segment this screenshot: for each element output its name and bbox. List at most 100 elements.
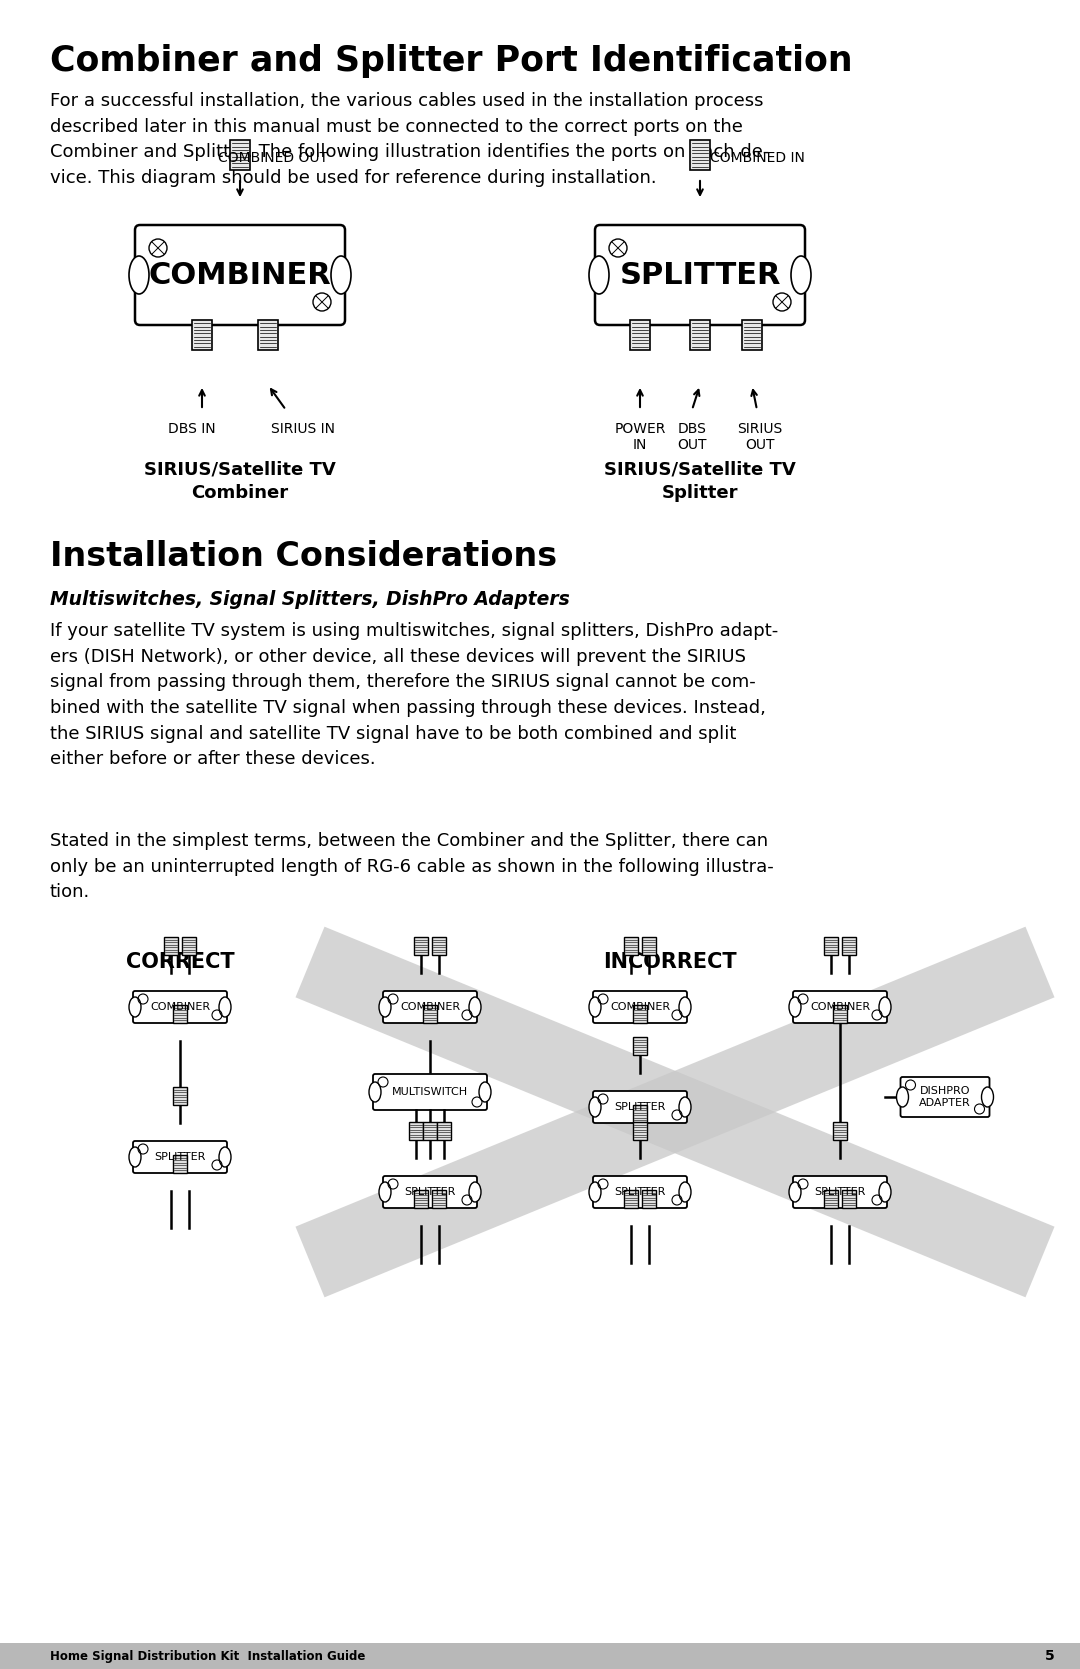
Ellipse shape [379, 1182, 391, 1202]
Text: If your satellite TV system is using multiswitches, signal splitters, DishPro ad: If your satellite TV system is using mul… [50, 623, 779, 768]
Bar [192, 320, 212, 350]
FancyBboxPatch shape [593, 1092, 687, 1123]
Bar [690, 320, 710, 350]
FancyBboxPatch shape [595, 225, 805, 325]
Bar [633, 1105, 647, 1123]
Bar [824, 936, 838, 955]
Ellipse shape [679, 1097, 691, 1117]
Text: Stated in the simplest terms, between the Combiner and the Splitter, there can
o: Stated in the simplest terms, between th… [50, 833, 773, 901]
Ellipse shape [129, 996, 141, 1016]
Text: CORRECT: CORRECT [125, 951, 234, 971]
Ellipse shape [369, 1082, 381, 1102]
Bar [842, 936, 856, 955]
Text: 5: 5 [1045, 1649, 1055, 1662]
Bar [742, 320, 762, 350]
Bar [824, 1190, 838, 1208]
Text: COMBINER: COMBINER [810, 1001, 870, 1011]
Ellipse shape [219, 996, 231, 1016]
Bar [230, 140, 249, 170]
Ellipse shape [896, 1087, 908, 1107]
Ellipse shape [789, 1182, 801, 1202]
Ellipse shape [589, 1097, 600, 1117]
FancyBboxPatch shape [793, 991, 887, 1023]
Text: SIRIUS IN: SIRIUS IN [271, 422, 335, 436]
Text: SPLITTER: SPLITTER [154, 1152, 205, 1162]
Bar [173, 1155, 187, 1173]
Ellipse shape [789, 996, 801, 1016]
Text: COMBINER: COMBINER [149, 260, 332, 289]
Ellipse shape [791, 255, 811, 294]
FancyBboxPatch shape [373, 1073, 487, 1110]
Text: SPLITTER: SPLITTER [404, 1187, 456, 1197]
Ellipse shape [480, 1082, 491, 1102]
Bar [642, 1190, 656, 1208]
Text: COMBINER: COMBINER [400, 1001, 460, 1011]
FancyBboxPatch shape [593, 991, 687, 1023]
Ellipse shape [879, 996, 891, 1016]
Bar [633, 1005, 647, 1023]
FancyBboxPatch shape [383, 1177, 477, 1208]
Ellipse shape [469, 996, 481, 1016]
Bar [414, 936, 428, 955]
Bar [633, 1122, 647, 1140]
FancyBboxPatch shape [135, 225, 345, 325]
Ellipse shape [679, 996, 691, 1016]
Text: DBS
OUT: DBS OUT [677, 422, 706, 452]
Text: SIRIUS/Satellite TV
Splitter: SIRIUS/Satellite TV Splitter [604, 461, 796, 502]
Text: Installation Considerations: Installation Considerations [50, 541, 557, 572]
Ellipse shape [129, 255, 149, 294]
Text: Combiner and Splitter Port Identification: Combiner and Splitter Port Identificatio… [50, 43, 852, 78]
Text: COMBINER: COMBINER [150, 1001, 211, 1011]
Text: SIRIUS
OUT: SIRIUS OUT [738, 422, 783, 452]
Text: INCORRECT: INCORRECT [604, 951, 737, 971]
Text: SPLITTER: SPLITTER [615, 1102, 665, 1112]
Bar [414, 1190, 428, 1208]
FancyBboxPatch shape [793, 1177, 887, 1208]
Text: Multiswitches, Signal Splitters, DishPro Adapters: Multiswitches, Signal Splitters, DishPro… [50, 591, 570, 609]
Bar [842, 1190, 856, 1208]
Text: SPLITTER: SPLITTER [814, 1187, 866, 1197]
Bar [432, 1190, 446, 1208]
Bar [173, 1005, 187, 1023]
Text: MULTISWITCH: MULTISWITCH [392, 1087, 468, 1097]
Text: For a successful installation, the various cables used in the installation proce: For a successful installation, the vario… [50, 92, 769, 187]
Bar [437, 1122, 451, 1140]
Text: POWER
IN: POWER IN [615, 422, 665, 452]
Ellipse shape [982, 1087, 994, 1107]
Bar [423, 1122, 437, 1140]
Text: DISHPRO
ADAPTER: DISHPRO ADAPTER [919, 1087, 971, 1108]
Bar [432, 936, 446, 955]
Bar [833, 1122, 847, 1140]
Bar [630, 320, 650, 350]
Ellipse shape [129, 1147, 141, 1167]
Bar [642, 936, 656, 955]
Ellipse shape [589, 1182, 600, 1202]
Bar [0, 1642, 1080, 1669]
FancyBboxPatch shape [133, 991, 227, 1023]
Ellipse shape [219, 1147, 231, 1167]
Bar [423, 1005, 437, 1023]
Ellipse shape [679, 1182, 691, 1202]
Text: COMBINED IN: COMBINED IN [710, 150, 805, 165]
Ellipse shape [589, 996, 600, 1016]
Bar [183, 936, 195, 955]
Bar [690, 140, 710, 170]
FancyBboxPatch shape [133, 1142, 227, 1173]
Text: COMBINED OUT: COMBINED OUT [218, 150, 328, 165]
Text: COMBINER: COMBINER [610, 1001, 670, 1011]
Ellipse shape [589, 255, 609, 294]
Text: Home Signal Distribution Kit  Installation Guide: Home Signal Distribution Kit Installatio… [50, 1649, 365, 1662]
Text: SPLITTER: SPLITTER [615, 1187, 665, 1197]
Text: SPLITTER: SPLITTER [619, 260, 781, 289]
FancyBboxPatch shape [901, 1077, 989, 1117]
Bar [258, 320, 278, 350]
Bar [633, 1036, 647, 1055]
Ellipse shape [879, 1182, 891, 1202]
Bar [833, 1005, 847, 1023]
FancyBboxPatch shape [593, 1177, 687, 1208]
Bar [164, 936, 178, 955]
Bar [173, 1087, 187, 1105]
Text: SIRIUS/Satellite TV
Combiner: SIRIUS/Satellite TV Combiner [144, 461, 336, 502]
Ellipse shape [379, 996, 391, 1016]
Bar [624, 936, 638, 955]
